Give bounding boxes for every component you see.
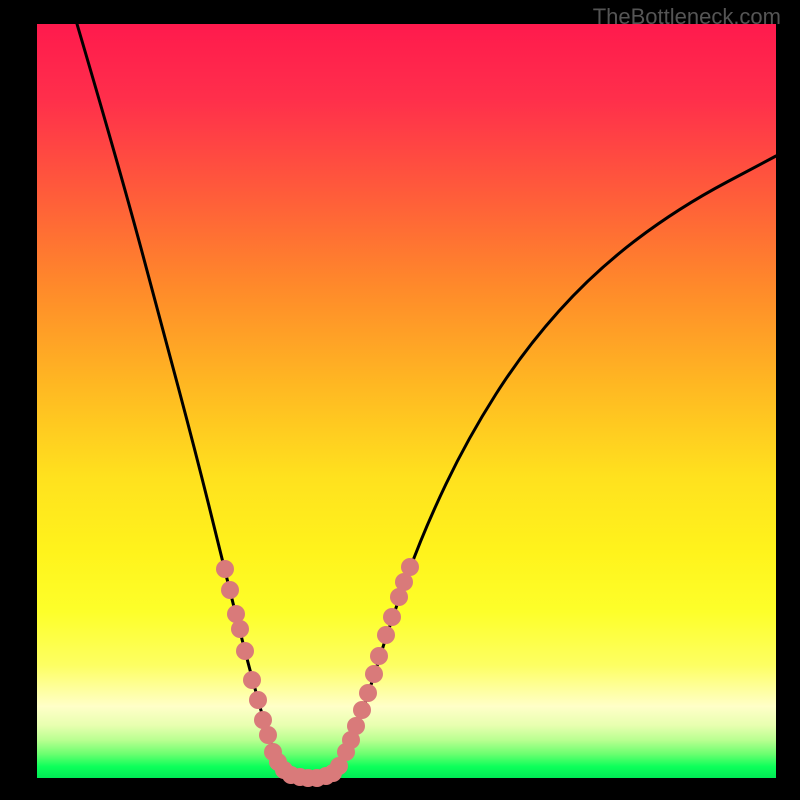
data-dot bbox=[342, 731, 360, 749]
data-dot bbox=[359, 684, 377, 702]
data-dot bbox=[330, 757, 348, 775]
data-dot bbox=[377, 626, 395, 644]
data-dot bbox=[347, 717, 365, 735]
data-dot bbox=[221, 581, 239, 599]
data-dot bbox=[236, 642, 254, 660]
plot-area bbox=[37, 24, 776, 778]
data-dot bbox=[243, 671, 261, 689]
data-dot bbox=[395, 573, 413, 591]
data-dot bbox=[317, 767, 335, 785]
watermark-text: TheBottleneck.com bbox=[593, 4, 781, 30]
data-dot bbox=[401, 558, 419, 576]
data-dot bbox=[264, 743, 282, 761]
curve-right bbox=[330, 156, 776, 775]
data-dot bbox=[259, 726, 277, 744]
data-dot bbox=[291, 768, 309, 786]
data-dot bbox=[275, 761, 293, 779]
data-dot bbox=[383, 608, 401, 626]
data-dot bbox=[254, 711, 272, 729]
data-dot bbox=[353, 701, 371, 719]
data-dot bbox=[227, 605, 245, 623]
data-dot bbox=[249, 691, 267, 709]
figure-stage: TheBottleneck.com bbox=[0, 0, 800, 800]
chart-svg bbox=[0, 0, 800, 800]
data-dot bbox=[365, 665, 383, 683]
data-dot bbox=[337, 743, 355, 761]
data-dot bbox=[324, 764, 342, 782]
data-dot bbox=[308, 769, 326, 787]
data-dot bbox=[282, 766, 300, 784]
data-dot bbox=[269, 753, 287, 771]
curve-left bbox=[77, 24, 290, 775]
data-dot bbox=[231, 620, 249, 638]
data-dot bbox=[370, 647, 388, 665]
data-dot bbox=[216, 560, 234, 578]
data-dots bbox=[216, 558, 419, 787]
data-dot bbox=[299, 769, 317, 787]
data-dot bbox=[390, 588, 408, 606]
